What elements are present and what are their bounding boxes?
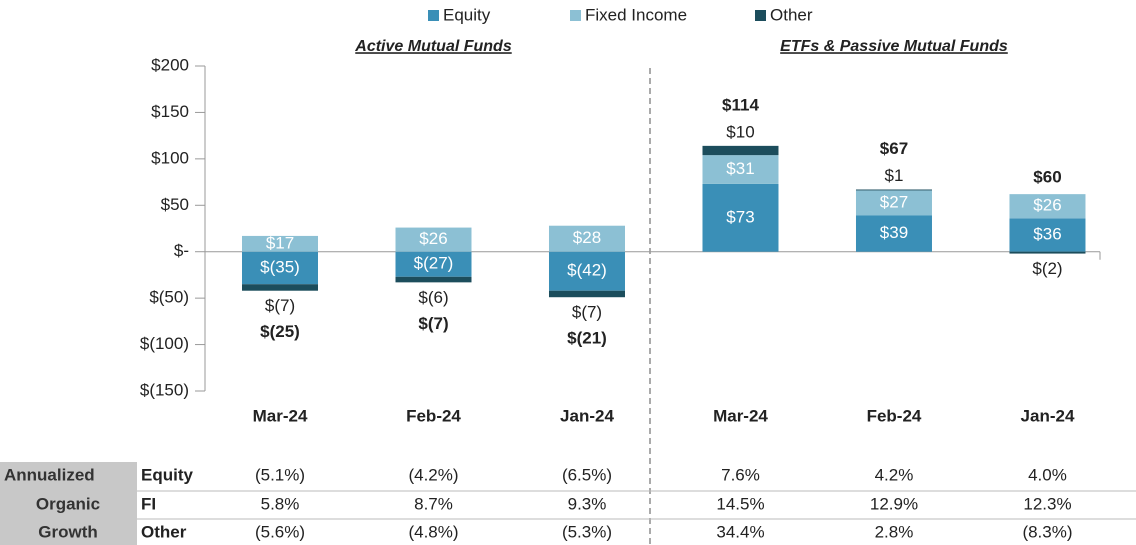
value-label: $39 xyxy=(880,223,908,242)
bar-segment xyxy=(395,251,472,277)
bar-segment xyxy=(242,284,318,291)
table-cell: 9.3% xyxy=(568,494,607,513)
row-header: Organic xyxy=(36,494,100,513)
total-label: $(7) xyxy=(418,314,448,333)
row-header: Annualized xyxy=(4,465,95,484)
value-label: $10 xyxy=(726,122,754,141)
value-label: $(6) xyxy=(418,288,448,307)
table-cell: 2.8% xyxy=(875,522,914,541)
legend-swatch xyxy=(428,10,439,21)
table-cell: (5.6%) xyxy=(255,522,305,541)
value-label: $27 xyxy=(880,192,908,211)
bar-segment xyxy=(242,251,318,285)
value-label: $26 xyxy=(419,229,447,248)
bar-segment xyxy=(1009,251,1086,254)
bar-segment xyxy=(702,183,779,252)
total-label: $67 xyxy=(880,139,908,158)
legend-swatch xyxy=(570,10,581,21)
group-title: ETFs & Passive Mutual Funds xyxy=(780,38,1008,55)
bar-segment xyxy=(1009,194,1086,219)
total-label: $60 xyxy=(1033,168,1061,187)
table-cell: (4.8%) xyxy=(408,522,458,541)
bar-segment xyxy=(395,227,472,252)
x-tick-label: Jan-24 xyxy=(1021,406,1075,425)
value-label: $17 xyxy=(266,233,294,252)
table-cell: (8.3%) xyxy=(1022,522,1072,541)
value-label: $73 xyxy=(726,207,754,226)
y-tick-label: $150 xyxy=(151,102,189,121)
y-tick-label: $(50) xyxy=(149,288,189,307)
value-label: $(7) xyxy=(572,303,602,322)
table-cell: 14.5% xyxy=(716,494,764,513)
table-cell: (5.3%) xyxy=(562,522,612,541)
legend-label: Fixed Income xyxy=(585,5,687,24)
y-tick-label: $(150) xyxy=(140,380,189,399)
value-label: $28 xyxy=(573,228,601,247)
table-cell: (4.2%) xyxy=(408,465,458,484)
row-header: Growth xyxy=(38,522,98,541)
row-name: Other xyxy=(141,522,187,541)
table-cell: 8.7% xyxy=(414,494,453,513)
row-name: FI xyxy=(141,494,156,513)
value-label: $(35) xyxy=(260,257,300,276)
legend-label: Equity xyxy=(443,5,491,24)
value-label: $31 xyxy=(726,159,754,178)
x-tick-label: Mar-24 xyxy=(253,406,308,425)
bar-segment xyxy=(702,145,779,156)
table-cell: 12.3% xyxy=(1023,494,1071,513)
value-label: $1 xyxy=(885,166,904,185)
bar-segment xyxy=(855,190,932,216)
table-cell: 4.2% xyxy=(875,465,914,484)
x-tick-label: Jan-24 xyxy=(560,406,614,425)
bar-segment xyxy=(548,225,625,252)
legend-swatch xyxy=(755,10,766,21)
y-tick-label: $- xyxy=(174,241,189,260)
total-label: $(25) xyxy=(260,322,300,341)
table-cell: 34.4% xyxy=(716,522,764,541)
value-label: $36 xyxy=(1033,224,1061,243)
table-cell: (6.5%) xyxy=(562,465,612,484)
value-label: $26 xyxy=(1033,196,1061,215)
value-label: $(7) xyxy=(265,296,295,315)
table-cell: (5.1%) xyxy=(255,465,305,484)
y-tick-label: $(100) xyxy=(140,334,189,353)
value-label: $(27) xyxy=(414,254,454,273)
group-title: Active Mutual Funds xyxy=(354,38,512,55)
bar-segment xyxy=(548,290,625,298)
table-cell: 12.9% xyxy=(870,494,918,513)
bar-segment xyxy=(855,189,932,191)
y-tick-label: $100 xyxy=(151,148,189,167)
row-header-bg xyxy=(0,462,137,545)
x-tick-label: Mar-24 xyxy=(713,406,768,425)
value-label: $(42) xyxy=(567,261,607,280)
bar-segment xyxy=(855,215,932,252)
bar-segment xyxy=(395,276,472,283)
x-tick-label: Feb-24 xyxy=(867,406,922,425)
total-label: $114 xyxy=(722,95,759,114)
bar-segment xyxy=(1009,218,1086,252)
y-tick-label: $200 xyxy=(151,55,189,74)
table-cell: 5.8% xyxy=(261,494,300,513)
bar-segment xyxy=(548,251,625,291)
legend-label: Other xyxy=(770,5,813,24)
row-name: Equity xyxy=(141,465,193,484)
y-tick-label: $50 xyxy=(161,195,189,214)
table-cell: 4.0% xyxy=(1028,465,1067,484)
total-label: $(21) xyxy=(567,329,607,348)
table-cell: 7.6% xyxy=(721,465,760,484)
bar-segment xyxy=(242,235,318,252)
x-tick-label: Feb-24 xyxy=(406,406,461,425)
bar-segment xyxy=(702,155,779,184)
value-label: $(2) xyxy=(1032,259,1062,278)
